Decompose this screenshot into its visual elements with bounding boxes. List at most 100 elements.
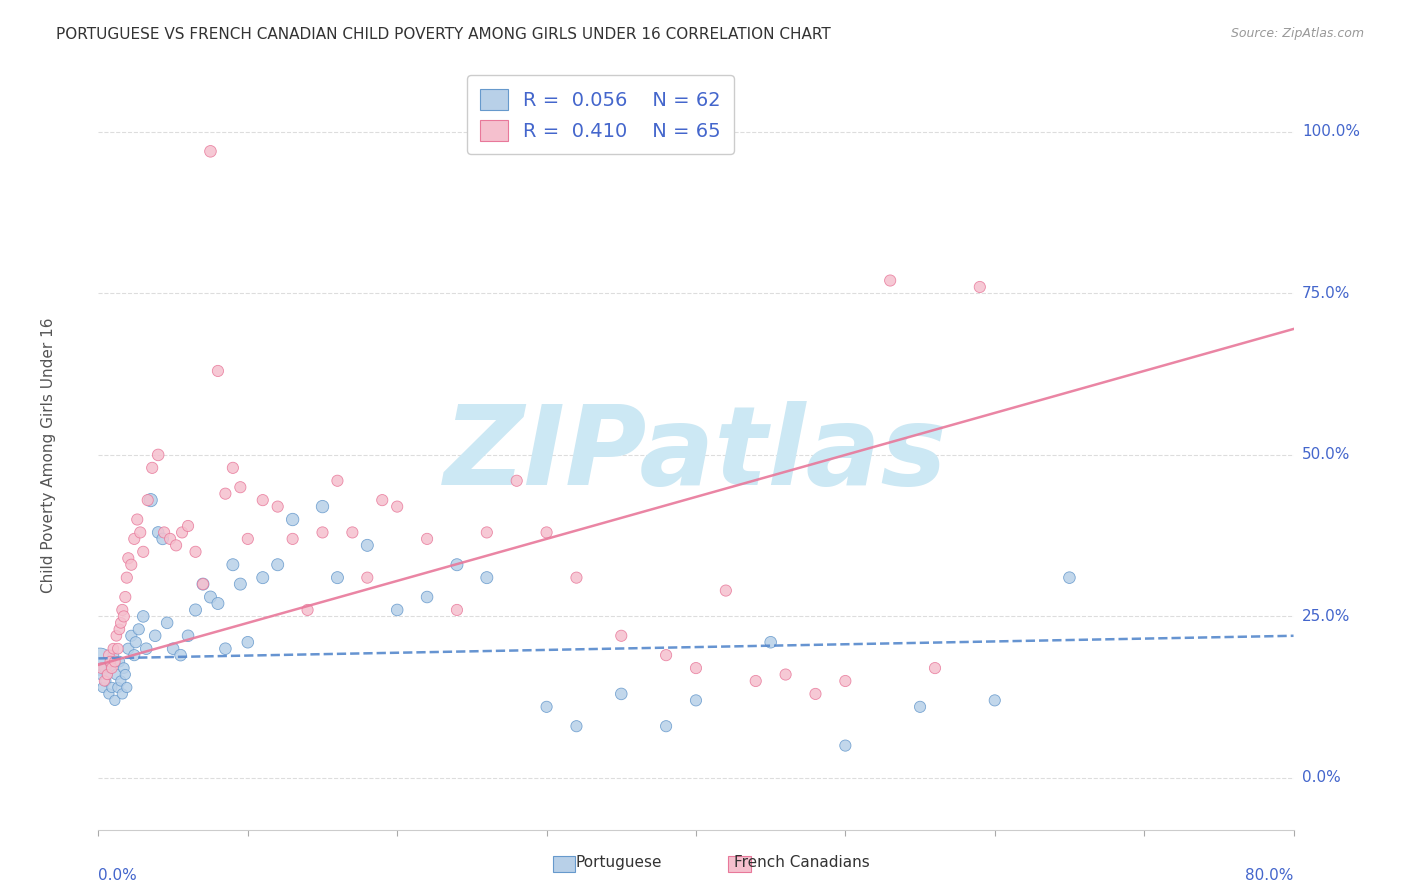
Point bbox=[267, 558, 290, 572]
Point bbox=[222, 558, 245, 572]
Point bbox=[200, 590, 222, 604]
Point bbox=[117, 551, 139, 566]
Point bbox=[311, 500, 333, 514]
Point bbox=[236, 635, 259, 649]
Point bbox=[1059, 571, 1081, 585]
FancyBboxPatch shape bbox=[728, 856, 751, 872]
Point bbox=[97, 648, 120, 662]
Point bbox=[207, 364, 229, 378]
Point bbox=[152, 532, 174, 546]
Point bbox=[371, 493, 394, 508]
Point bbox=[610, 629, 633, 643]
Point bbox=[356, 571, 378, 585]
Text: 75.0%: 75.0% bbox=[1302, 286, 1350, 301]
Text: 0.0%: 0.0% bbox=[1302, 771, 1340, 785]
Text: Source: ZipAtlas.com: Source: ZipAtlas.com bbox=[1230, 27, 1364, 40]
Text: Child Poverty Among Girls Under 16: Child Poverty Among Girls Under 16 bbox=[41, 318, 56, 592]
Point bbox=[655, 648, 678, 662]
Point bbox=[110, 673, 132, 688]
Point bbox=[834, 739, 856, 753]
Point bbox=[214, 486, 236, 500]
Point bbox=[132, 545, 155, 559]
Point bbox=[90, 667, 112, 681]
Point bbox=[229, 577, 252, 591]
Point bbox=[112, 609, 135, 624]
Text: 100.0%: 100.0% bbox=[1302, 125, 1360, 139]
Point bbox=[101, 681, 124, 695]
Point bbox=[120, 629, 142, 643]
Point bbox=[148, 525, 170, 540]
Point bbox=[342, 525, 364, 540]
Point bbox=[104, 655, 127, 669]
Point bbox=[714, 583, 737, 598]
Point bbox=[229, 480, 252, 494]
Point bbox=[129, 525, 152, 540]
Point bbox=[506, 474, 529, 488]
Point bbox=[125, 635, 148, 649]
Point bbox=[94, 673, 117, 688]
Point bbox=[297, 603, 319, 617]
Point bbox=[177, 519, 200, 533]
Text: ZIPatlas: ZIPatlas bbox=[444, 401, 948, 508]
Point bbox=[91, 681, 114, 695]
Point bbox=[446, 603, 468, 617]
Text: 50.0%: 50.0% bbox=[1302, 448, 1350, 462]
Point bbox=[93, 673, 115, 688]
Point bbox=[104, 693, 127, 707]
Point bbox=[984, 693, 1007, 707]
Point bbox=[105, 629, 128, 643]
Point bbox=[141, 460, 163, 475]
Legend: R =  0.056    N = 62, R =  0.410    N = 65: R = 0.056 N = 62, R = 0.410 N = 65 bbox=[467, 75, 734, 154]
Point bbox=[97, 687, 120, 701]
Point bbox=[281, 512, 304, 526]
Point bbox=[416, 532, 439, 546]
Point bbox=[969, 280, 991, 294]
Point bbox=[610, 687, 633, 701]
Point bbox=[159, 532, 181, 546]
Point bbox=[135, 641, 157, 656]
Point bbox=[96, 667, 118, 681]
Point bbox=[107, 681, 129, 695]
Point bbox=[184, 603, 207, 617]
Point bbox=[105, 667, 128, 681]
Point bbox=[177, 629, 200, 643]
Point bbox=[93, 661, 115, 675]
Point bbox=[834, 673, 856, 688]
Text: 0.0%: 0.0% bbox=[98, 869, 138, 883]
Point bbox=[110, 615, 132, 630]
Point bbox=[685, 693, 707, 707]
Point bbox=[252, 571, 274, 585]
Point bbox=[565, 719, 588, 733]
Point bbox=[124, 648, 146, 662]
Point bbox=[191, 577, 214, 591]
Point bbox=[115, 681, 138, 695]
Point bbox=[153, 525, 176, 540]
Text: Portuguese: Portuguese bbox=[575, 855, 662, 870]
Point bbox=[207, 597, 229, 611]
Point bbox=[136, 493, 159, 508]
FancyBboxPatch shape bbox=[553, 856, 575, 872]
Point bbox=[326, 474, 349, 488]
Point bbox=[124, 532, 146, 546]
Point bbox=[115, 571, 138, 585]
Point bbox=[111, 687, 134, 701]
Point bbox=[200, 145, 222, 159]
Point bbox=[162, 641, 184, 656]
Point bbox=[475, 525, 498, 540]
Point bbox=[908, 699, 931, 714]
Point bbox=[127, 512, 149, 526]
Point bbox=[103, 641, 125, 656]
Point bbox=[139, 493, 162, 508]
Point bbox=[128, 623, 150, 637]
Point bbox=[775, 667, 797, 681]
Point bbox=[236, 532, 259, 546]
Point bbox=[475, 571, 498, 585]
Point bbox=[184, 545, 207, 559]
Point bbox=[169, 648, 191, 662]
Point bbox=[745, 673, 768, 688]
Point bbox=[111, 603, 134, 617]
Point bbox=[385, 603, 409, 617]
Point bbox=[156, 615, 179, 630]
Point bbox=[446, 558, 468, 572]
Point bbox=[103, 648, 125, 662]
